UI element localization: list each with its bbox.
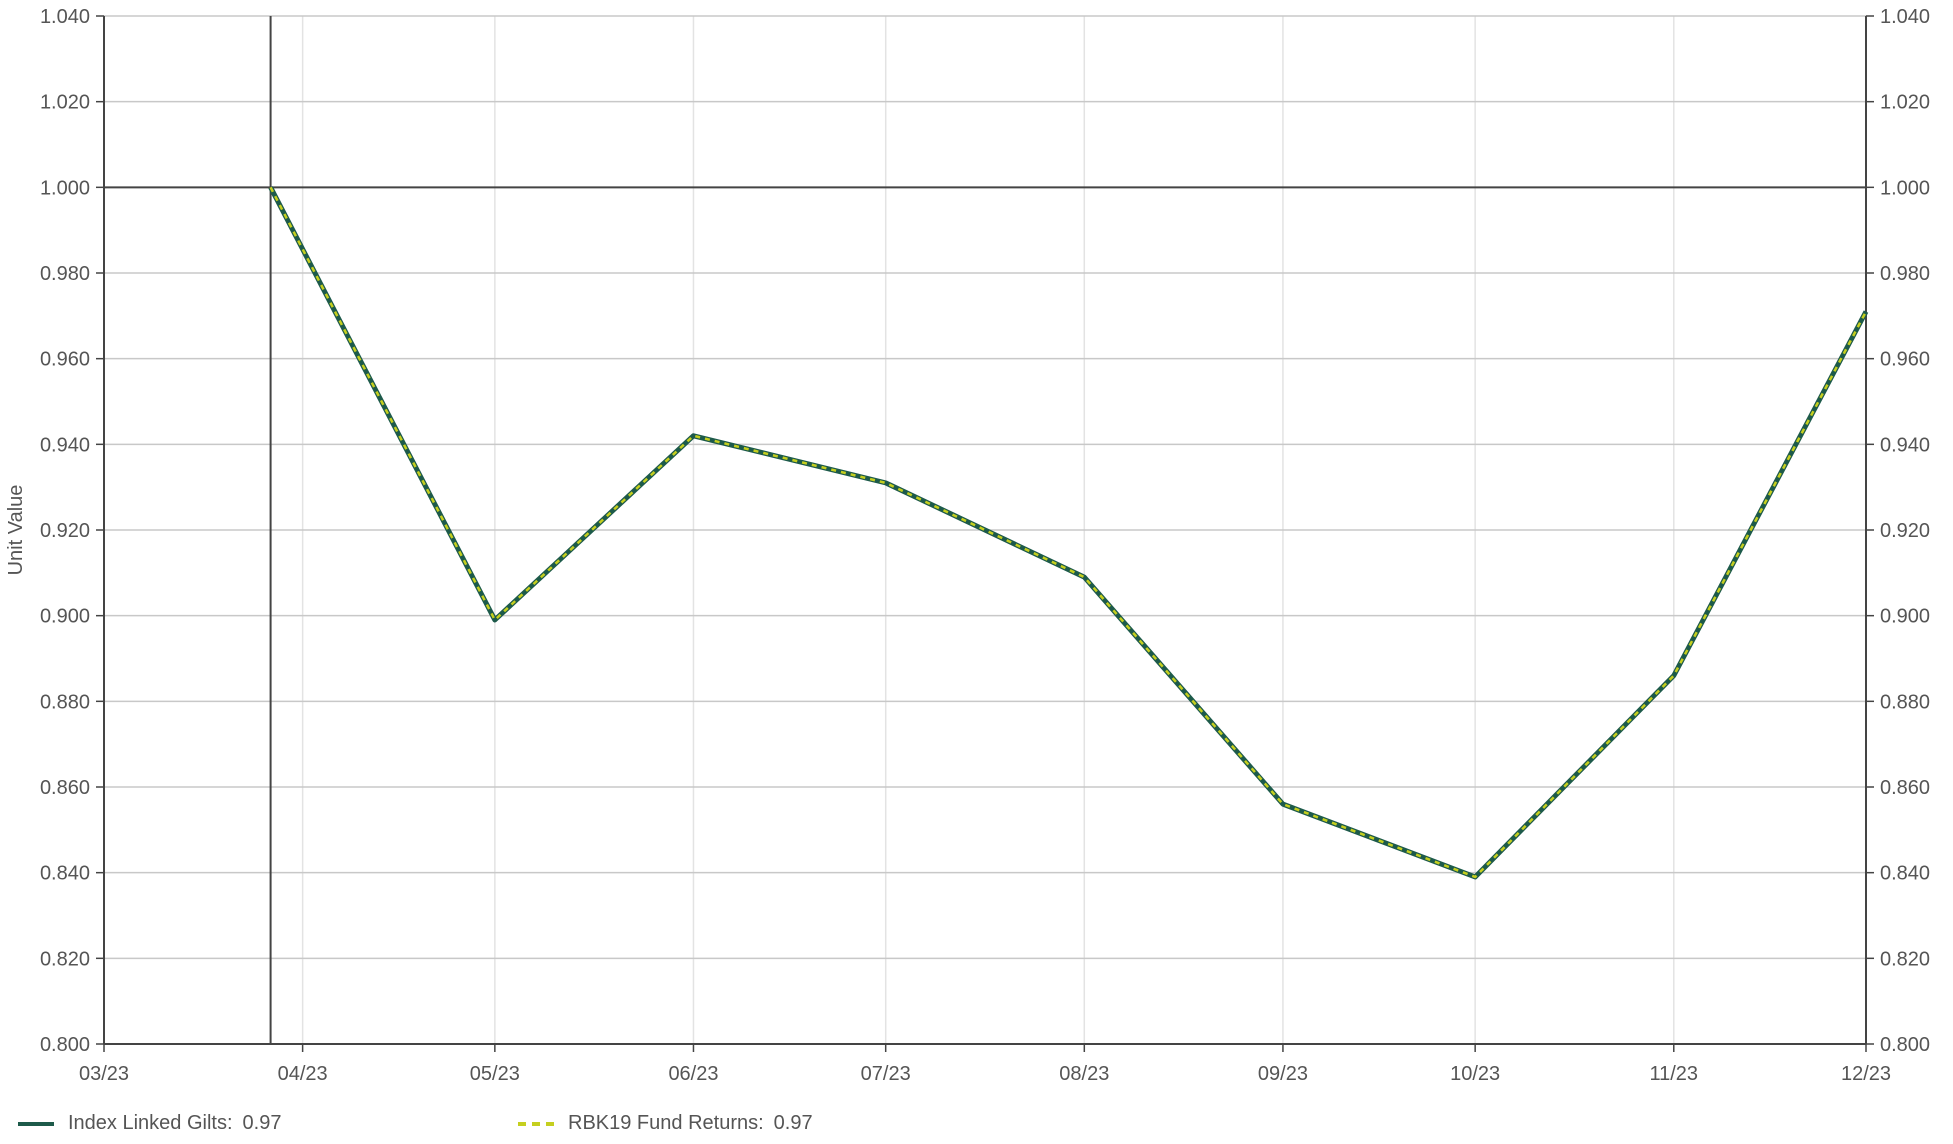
x-tick-label: 04/23 (278, 1063, 328, 1085)
y-tick-label-left: 0.820 (40, 948, 90, 970)
x-tick-label: 03/23 (79, 1063, 129, 1085)
y-tick-label-left: 1.000 (40, 177, 90, 199)
y-tick-label-right: 0.980 (1880, 263, 1930, 285)
y-tick-label-right: 0.920 (1880, 520, 1930, 542)
x-tick-label: 10/23 (1450, 1063, 1500, 1085)
y-tick-label-right: 0.840 (1880, 863, 1930, 885)
legend-swatch-solid (18, 1121, 54, 1126)
y-tick-label-left: 0.900 (40, 606, 90, 628)
y-axis-title: Unit Value (5, 485, 27, 576)
y-tick-label-right: 0.880 (1880, 691, 1930, 713)
legend-item-index-linked-gilts[interactable]: Index Linked Gilts: 0.97 (18, 1112, 281, 1135)
x-tick-label: 11/23 (1649, 1063, 1698, 1085)
y-tick-label-left: 0.840 (40, 863, 90, 885)
x-tick-label: 05/23 (470, 1063, 520, 1085)
legend-item-rbk19-fund-returns[interactable]: RBK19 Fund Returns: 0.97 (518, 1112, 813, 1135)
y-tick-label-left: 0.800 (40, 1034, 90, 1056)
y-tick-label-left: 1.020 (40, 92, 90, 114)
y-tick-label-left: 0.860 (40, 777, 90, 799)
y-tick-label-right: 0.800 (1880, 1034, 1930, 1056)
y-tick-label-left: 0.940 (40, 434, 90, 456)
y-tick-label-left: 0.980 (40, 263, 90, 285)
series-line-rbk19-fund-returns[interactable] (269, 186, 1868, 879)
y-tick-label-left: 1.040 (40, 6, 90, 28)
y-tick-label-right: 1.000 (1880, 177, 1930, 199)
x-tick-label: 12/23 (1841, 1063, 1891, 1085)
legend-label: RBK19 Fund Returns (568, 1112, 759, 1134)
y-tick-label-right: 1.040 (1880, 6, 1930, 28)
y-tick-label-right: 0.940 (1880, 434, 1930, 456)
y-tick-label-left: 0.920 (40, 520, 90, 542)
y-tick-label-right: 0.860 (1880, 777, 1930, 799)
y-tick-label-right: 1.020 (1880, 92, 1930, 114)
y-tick-label-right: 0.960 (1880, 349, 1930, 371)
legend-label: Index Linked Gilts (68, 1112, 227, 1134)
y-tick-label-left: 0.960 (40, 349, 90, 371)
x-tick-label: 09/23 (1258, 1063, 1308, 1085)
x-tick-label: 07/23 (861, 1063, 911, 1085)
legend-value: 0.97 (773, 1112, 813, 1134)
series-line-index-linked-gilts[interactable] (268, 186, 1869, 880)
legend-swatch-dashed (518, 1121, 554, 1126)
legend-value: 0.97 (242, 1112, 282, 1134)
x-tick-label: 06/23 (668, 1063, 718, 1085)
y-tick-label-right: 0.900 (1880, 606, 1930, 628)
x-tick-label: 08/23 (1059, 1063, 1109, 1085)
y-tick-label-left: 0.880 (40, 691, 90, 713)
y-tick-label-right: 0.820 (1880, 948, 1930, 970)
